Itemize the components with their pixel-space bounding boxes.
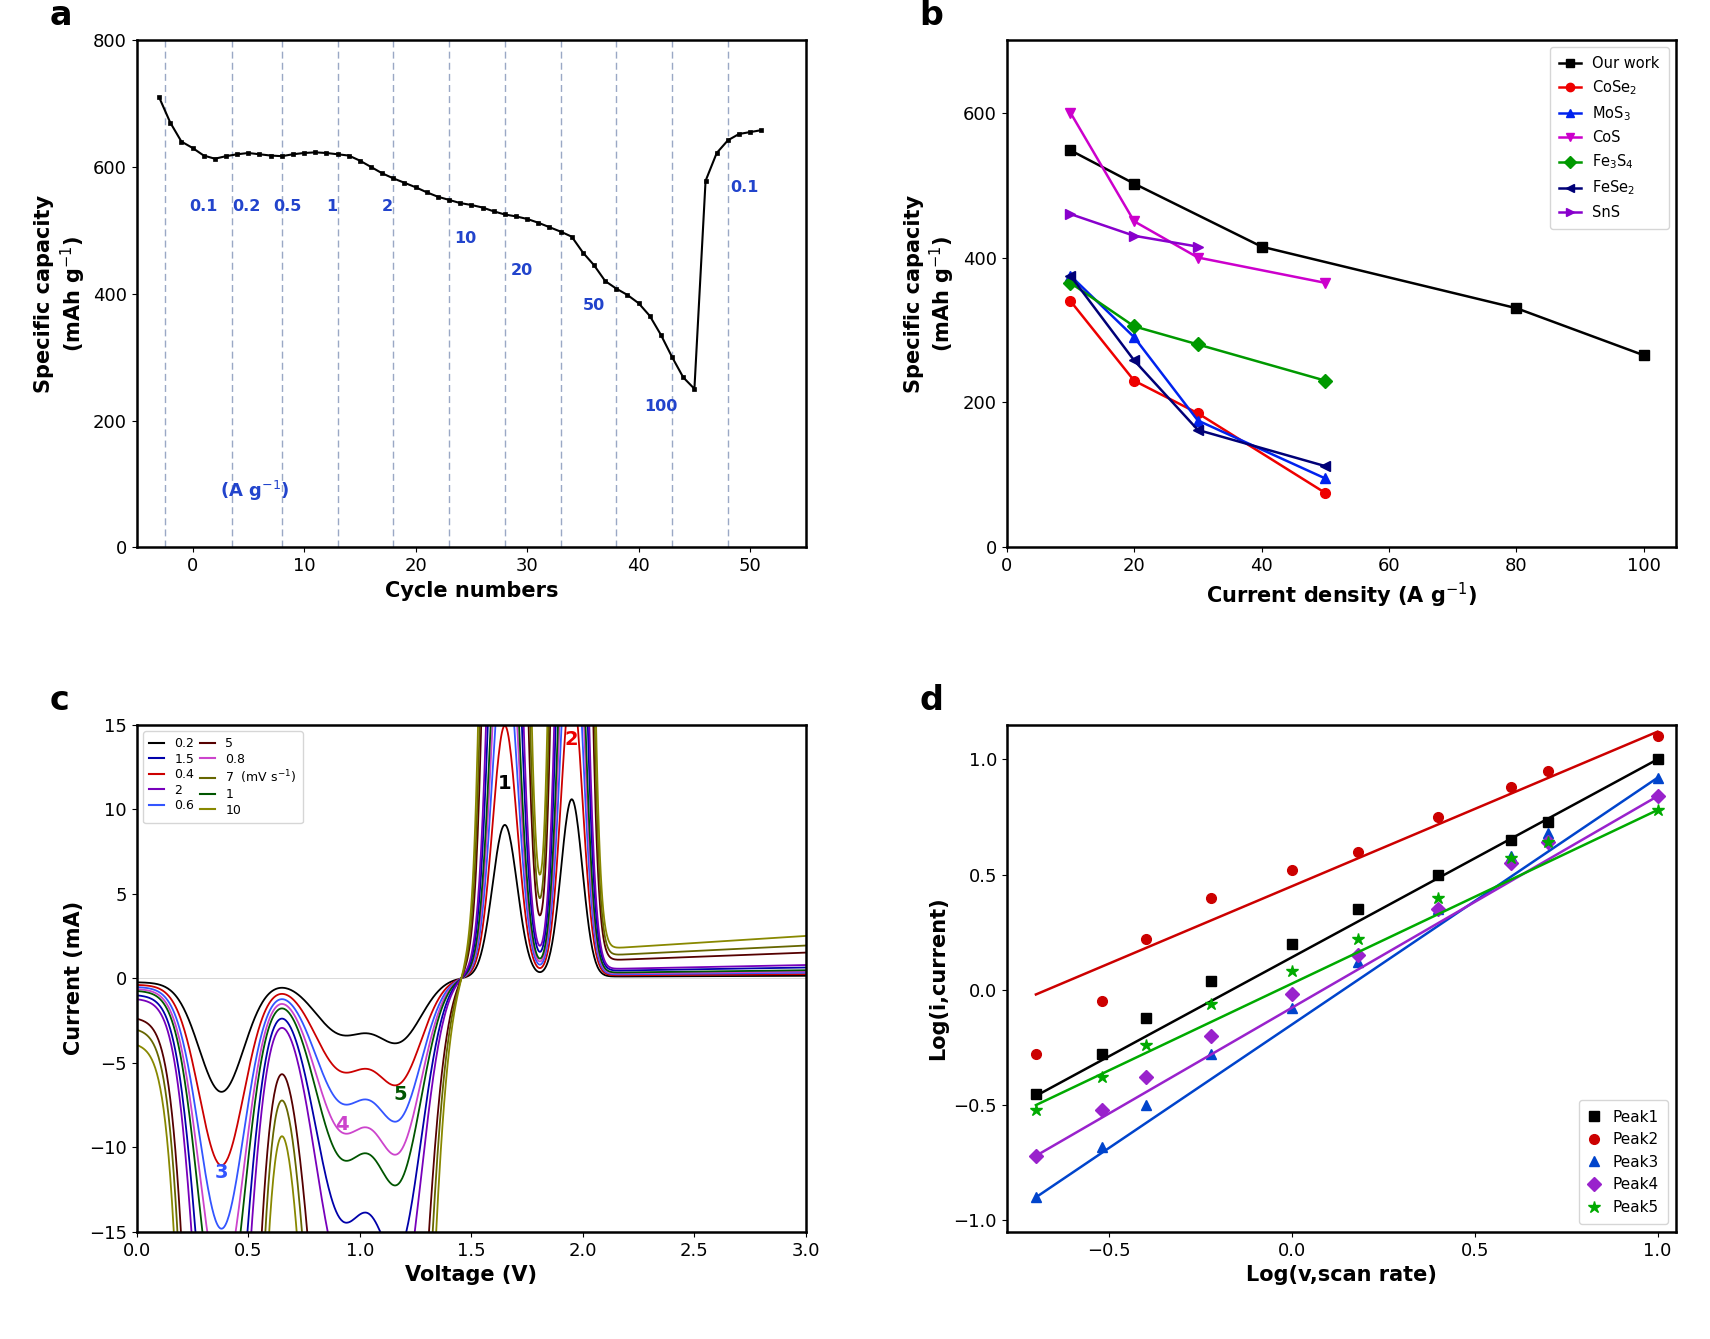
- Y-axis label: Specific capacity
(mAh g$^{-1}$): Specific capacity (mAh g$^{-1}$): [903, 194, 958, 392]
- Text: 2: 2: [381, 200, 393, 214]
- Text: 4: 4: [335, 1115, 349, 1134]
- Text: 1: 1: [498, 774, 511, 793]
- X-axis label: Voltage (V): Voltage (V): [405, 1265, 537, 1285]
- Text: 0.1: 0.1: [730, 181, 759, 195]
- Text: 10: 10: [455, 232, 477, 246]
- Text: 20: 20: [510, 262, 534, 277]
- Text: 0.1: 0.1: [190, 200, 217, 214]
- Text: 50: 50: [583, 297, 605, 312]
- Legend: Peak1, Peak2, Peak3, Peak4, Peak5: Peak1, Peak2, Peak3, Peak4, Peak5: [1578, 1101, 1669, 1224]
- Y-axis label: Current (mA): Current (mA): [63, 901, 84, 1055]
- Text: 1: 1: [327, 200, 337, 214]
- Text: d: d: [920, 683, 944, 716]
- Text: 100: 100: [645, 399, 677, 414]
- Legend: Our work, CoSe$_2$, MoS$_3$, CoS, Fe$_3$S$_4$, FeSe$_2$, SnS: Our work, CoSe$_2$, MoS$_3$, CoS, Fe$_3$…: [1549, 47, 1669, 229]
- Text: a: a: [50, 0, 72, 32]
- X-axis label: Current density (A g$^{-1}$): Current density (A g$^{-1}$): [1206, 581, 1477, 609]
- Text: 0.2: 0.2: [233, 200, 260, 214]
- Text: c: c: [50, 683, 70, 716]
- Text: b: b: [920, 0, 944, 32]
- Y-axis label: Log(i,current): Log(i,current): [929, 897, 947, 1060]
- X-axis label: Cycle numbers: Cycle numbers: [385, 581, 557, 601]
- Text: (A g$^{-1}$): (A g$^{-1}$): [221, 478, 289, 502]
- Y-axis label: Specific capacity
(mAh g$^{-1}$): Specific capacity (mAh g$^{-1}$): [34, 194, 87, 392]
- Text: 2: 2: [564, 730, 578, 749]
- X-axis label: Log(v,scan rate): Log(v,scan rate): [1247, 1265, 1436, 1285]
- Legend: 0.2, 1.5, 0.4, 2, 0.6, 5, 0.8, 7  (mV s$^{-1}$), 1, 10: 0.2, 1.5, 0.4, 2, 0.6, 5, 0.8, 7 (mV s$^…: [144, 731, 303, 823]
- Text: 5: 5: [393, 1085, 407, 1105]
- Text: 0.5: 0.5: [274, 200, 301, 214]
- Text: 3: 3: [215, 1162, 229, 1182]
